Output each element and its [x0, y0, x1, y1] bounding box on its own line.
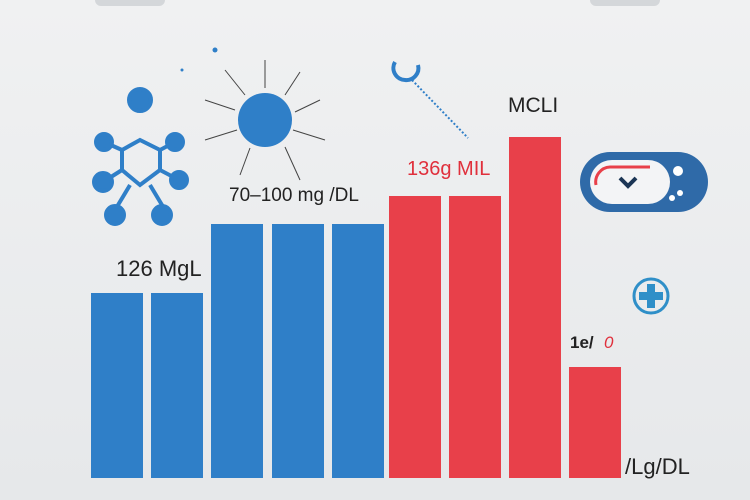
bar-4: [272, 224, 324, 478]
top-decoration: [95, 0, 165, 6]
annotation-126: 126 MgL: [116, 256, 202, 281]
bar-3: [211, 224, 263, 478]
bar-6: [389, 196, 441, 478]
glucose-meter-icon: [580, 152, 708, 212]
bar-2: [151, 293, 203, 478]
bar-8: [509, 137, 561, 478]
bars: [91, 137, 621, 478]
molecule-icon: [92, 87, 189, 226]
bar-7: [449, 196, 501, 478]
bar-1: [91, 293, 143, 478]
annotation-small: 1e/: [570, 333, 594, 352]
bar-5: [332, 224, 384, 478]
annotation-range: 70–100 mg /DL: [229, 185, 359, 206]
annotation-zero: 0: [604, 333, 614, 352]
sun-molecule-icon: [180, 47, 326, 181]
top-decoration: [590, 0, 660, 6]
annotation-136: 136g MIL: [407, 158, 491, 180]
annotation-unit: /Lg/DL: [625, 454, 690, 479]
pen-needle-icon: [391, 61, 469, 139]
bar-9: [569, 367, 621, 478]
annotation-mcli: MCLI: [508, 94, 559, 117]
medical-plus-icon: [632, 277, 670, 315]
